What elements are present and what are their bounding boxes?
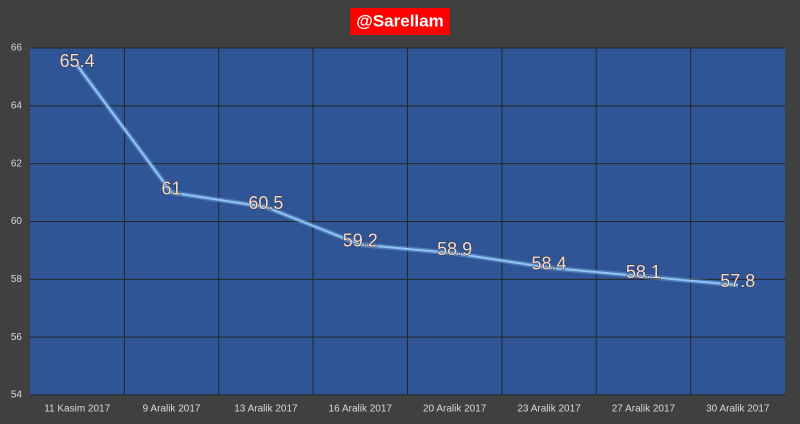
- title-box: [350, 8, 450, 35]
- data-label: 58.9: [437, 239, 472, 259]
- x-tick-label: 30 Aralik 2017: [706, 404, 770, 415]
- y-tick-label: 56: [11, 332, 23, 343]
- line: [76, 64, 738, 287]
- data-label: 59.2: [343, 230, 378, 250]
- y-tick-label: 62: [11, 158, 23, 169]
- chart-title: @Sarellam: [356, 11, 443, 30]
- x-tick-label: 27 Aralik 2017: [612, 404, 676, 415]
- y-tick-label: 66: [11, 43, 23, 54]
- x-tick-label: 23 Aralik 2017: [517, 404, 581, 415]
- x-tick-label: 9 Aralik 2017: [143, 404, 201, 415]
- y-tick-label: 60: [11, 216, 23, 227]
- data-label: 58.4: [532, 254, 567, 274]
- y-tick-label: 54: [11, 390, 23, 401]
- y-tick-label: 58: [11, 274, 23, 285]
- data-label: 61: [162, 178, 182, 198]
- x-tick-label: 20 Aralik 2017: [423, 404, 487, 415]
- data-label: 57.8: [720, 271, 755, 291]
- y-tick-label: 64: [11, 100, 23, 111]
- data-label: 60.5: [248, 193, 283, 213]
- data-label: 65.4: [60, 51, 95, 71]
- data-label: 58.1: [626, 262, 661, 282]
- x-tick-label: 16 Aralik 2017: [329, 404, 393, 415]
- x-tick-label: 13 Aralik 2017: [234, 404, 298, 415]
- x-tick-label: 11 Kasim 2017: [44, 404, 110, 415]
